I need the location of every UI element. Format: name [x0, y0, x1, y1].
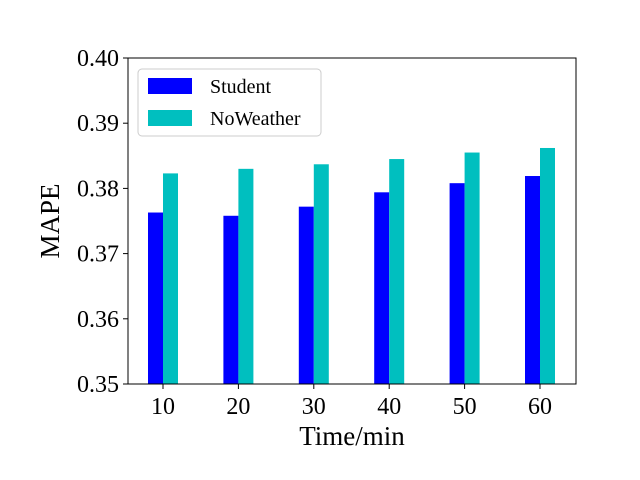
y-tick-label: 0.35 [77, 372, 119, 398]
bar-noweather-10 [163, 173, 178, 384]
y-tick-label: 0.38 [77, 176, 119, 202]
y-tick-label: 0.37 [77, 242, 119, 268]
y-axis-title: MAPE [35, 183, 65, 258]
x-tick-label: 60 [528, 394, 552, 420]
bar-noweather-50 [464, 152, 480, 384]
bar-student-20 [223, 215, 239, 384]
plot-area-frame [127, 57, 577, 385]
legend-label-noweather: NoWeather [210, 108, 301, 130]
bar-student-50 [449, 183, 465, 384]
legend-swatch-noweather [148, 110, 192, 126]
bar-student-60 [525, 176, 540, 384]
bar-noweather-20 [238, 168, 254, 384]
bar-student-10 [148, 212, 163, 384]
bar-noweather-60 [540, 147, 555, 384]
x-tick-label: 20 [226, 394, 250, 420]
y-tick-label: 0.39 [77, 111, 119, 137]
legend-swatch-student [148, 78, 192, 94]
bars-layer [148, 147, 555, 384]
legend-label-student: Student [210, 76, 272, 98]
x-tick-label: 30 [302, 394, 326, 420]
y-tick-label: 0.40 [77, 46, 119, 72]
bar-student-40 [374, 192, 390, 384]
x-tick-label: 50 [453, 394, 477, 420]
bar-noweather-40 [389, 159, 405, 384]
y-tick-label: 0.36 [77, 307, 119, 333]
x-axis-title: Time/min [299, 421, 405, 451]
x-tick-label: 40 [377, 394, 401, 420]
x-tick-label: 10 [151, 394, 175, 420]
bar-student-30 [298, 206, 314, 384]
bar-noweather-30 [313, 164, 329, 384]
ticks-layer: 10 20 30 40 50 60 0.35 0.36 0.37 0.38 0.39 0.40 [77, 46, 552, 420]
legend: Student NoWeather [137, 68, 322, 137]
